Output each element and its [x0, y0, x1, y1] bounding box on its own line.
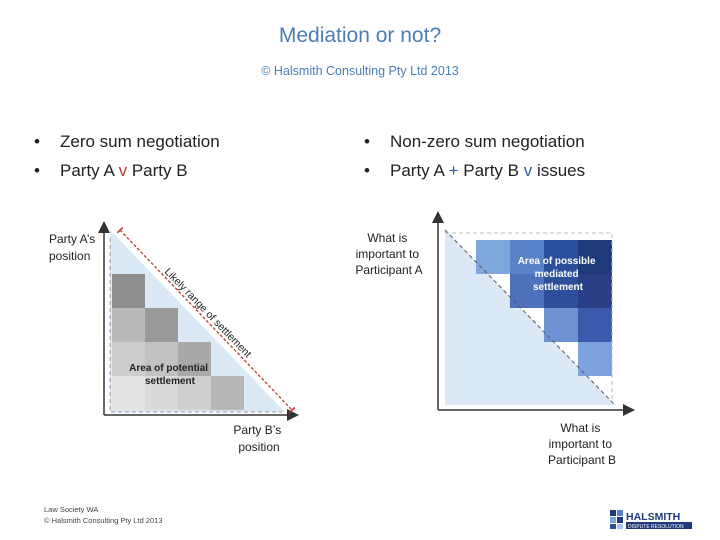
bullet-non-zero-sum: • Non-zero sum negotiation [360, 127, 585, 156]
bullet-dot-icon: • [34, 132, 40, 151]
page-title: Mediation or not? [278, 24, 442, 47]
range-line [116, 226, 296, 414]
copyright-subtitle: © Halsmith Consulting Pty Ltd 2013 [261, 64, 459, 78]
blue-blocks [476, 240, 612, 376]
bullet-zero-sum: • Zero sum negotiation [30, 127, 220, 156]
party-a-position-label: Party A’s position [49, 232, 99, 263]
right-bullet-list: • Non-zero sum negotiation • Party A + Par… [360, 127, 585, 185]
grey-blocks [112, 274, 244, 410]
bullet-party-a-v-party-b: • Party A v Party B [30, 156, 220, 185]
plus-operator: + [448, 161, 459, 180]
footer-line-2: © Halsmith Consulting Pty Ltd 2013 [44, 516, 163, 525]
non-zero-sum-diagram: What is important to Participant A Area … [355, 211, 635, 467]
versus-operator: v [118, 161, 128, 180]
footer-line-1: Law Society WA [44, 505, 99, 514]
area-possible-mediated-label: Area of possible mediated settlement [518, 256, 599, 293]
versus-operator: v [523, 161, 533, 180]
zero-sum-diagram: Likely range of settlement Party A’s pos… [49, 221, 299, 454]
svg-text:HALSMITH: HALSMITH [626, 511, 680, 523]
participant-b-label: What is important to Participant B [548, 421, 616, 467]
diagonal-line [444, 229, 616, 406]
footer-credits: Law Society WA © Halsmith Consulting Pty… [44, 504, 163, 526]
party-b-position-label: Party B’s position [233, 423, 284, 454]
left-bullet-list: • Zero sum negotiation • Party A v Party B [30, 127, 220, 185]
bullet-dot-icon: • [364, 132, 370, 151]
bullet-dot-icon: • [34, 161, 40, 180]
area-potential-settlement-label: Area of potential settlement [129, 363, 211, 387]
halsmith-logo: HALSMITH DISPUTE RESOLUTION [610, 510, 692, 530]
svg-text:DISPUTE RESOLUTION: DISPUTE RESOLUTION [628, 524, 684, 530]
bullet-party-a-plus-party-b: • Party A + Party B v issues [360, 156, 585, 185]
dashed-bounds [445, 232, 613, 403]
bullet-dot-icon: • [364, 161, 370, 180]
participant-a-label: What is important to Participant A [355, 231, 422, 277]
